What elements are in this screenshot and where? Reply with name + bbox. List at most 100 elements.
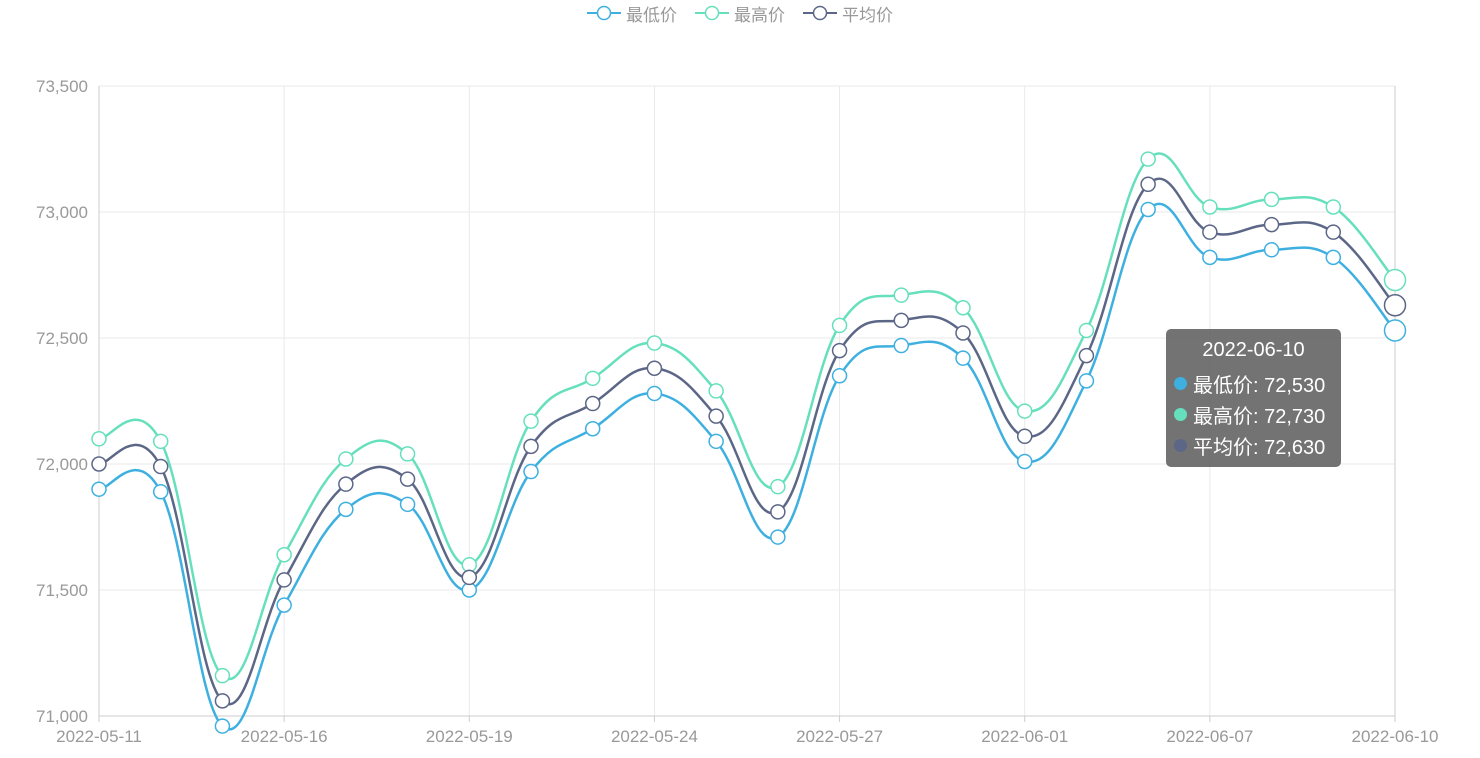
data-point-avg bbox=[1078, 347, 1095, 364]
data-point-min bbox=[1202, 249, 1218, 266]
y-tick-label: 72,000 bbox=[36, 455, 88, 474]
data-point-min bbox=[523, 463, 539, 480]
data-point-max bbox=[1140, 151, 1156, 167]
data-point-avg bbox=[523, 438, 539, 455]
legend-max-icon bbox=[695, 5, 729, 21]
data-point-min bbox=[955, 350, 971, 366]
data-point-avg bbox=[461, 569, 478, 586]
data-point-max bbox=[338, 451, 354, 467]
data-point-avg bbox=[214, 693, 231, 709]
tooltip-value-max: 最高价: 72,730 bbox=[1193, 406, 1326, 428]
data-point-avg bbox=[584, 395, 601, 412]
x-tick-label: 2022-05-24 bbox=[611, 727, 698, 746]
x-tick-label: 2022-05-16 bbox=[241, 727, 328, 746]
legend-label-min: 最低价 bbox=[626, 5, 677, 25]
legend-min-icon bbox=[587, 5, 621, 21]
tooltip: 2022-06-10 最低价: 72,530 最高价: 72,730 平均价: … bbox=[1166, 329, 1341, 467]
tooltip-value-min: 最低价: 72,530 bbox=[1193, 375, 1326, 397]
data-point-avg bbox=[1263, 216, 1280, 233]
data-point-avg bbox=[1016, 428, 1033, 445]
tooltip-dot-min bbox=[1174, 377, 1187, 390]
data-point-min bbox=[1140, 201, 1156, 218]
data-point-max bbox=[276, 546, 292, 563]
tooltip-dot-avg bbox=[1174, 439, 1187, 452]
data-point-min bbox=[1016, 453, 1033, 470]
data-point-avg bbox=[1202, 224, 1218, 240]
data-point-max bbox=[708, 383, 724, 399]
data-point-min bbox=[831, 368, 848, 384]
data-point-max bbox=[893, 287, 910, 303]
legend-item-max[interactable]: 最高价 bbox=[695, 1, 785, 26]
data-point-min bbox=[91, 481, 107, 497]
data-point-min bbox=[214, 718, 231, 734]
axes: 71,000 71,500 72,000 72,500 73,000 73,500 2022… bbox=[36, 77, 1438, 746]
data-point-avg bbox=[152, 458, 169, 475]
data-point-min bbox=[1383, 319, 1407, 342]
data-point-avg bbox=[338, 476, 354, 492]
legend-avg-icon bbox=[803, 5, 837, 21]
legend-label-avg: 平均价 bbox=[842, 5, 893, 25]
x-tick-label: 2022-06-10 bbox=[1352, 727, 1439, 746]
data-point-avg bbox=[1140, 176, 1156, 193]
tooltip-title: 2022-06-10 bbox=[1202, 339, 1305, 361]
data-point-avg bbox=[1383, 293, 1407, 317]
data-point-max bbox=[1016, 403, 1033, 419]
data-point-min bbox=[152, 483, 169, 500]
data-point-min bbox=[338, 501, 354, 518]
data-point-max bbox=[1325, 199, 1342, 215]
x-tick-label: 2022-05-11 bbox=[56, 727, 142, 746]
data-point-max bbox=[523, 413, 539, 429]
y-tick-label: 71,000 bbox=[36, 707, 88, 726]
data-point-max bbox=[152, 433, 169, 450]
data-point-min bbox=[276, 597, 292, 613]
grid bbox=[99, 85, 1395, 716]
data-point-max bbox=[770, 478, 786, 495]
data-point-max bbox=[1078, 322, 1095, 339]
data-point-max bbox=[831, 317, 848, 334]
x-tick-label: 2022-06-07 bbox=[1166, 727, 1253, 746]
data-point-avg bbox=[831, 342, 848, 359]
data-point-min bbox=[770, 529, 786, 545]
data-point-avg bbox=[770, 504, 786, 520]
y-tick-label: 73,000 bbox=[36, 203, 88, 222]
legend: 最低价 最高价 平均价 bbox=[0, 0, 1480, 26]
data-points bbox=[91, 151, 1407, 734]
tooltip-dot-max bbox=[1174, 408, 1187, 421]
data-point-avg bbox=[646, 360, 663, 376]
y-tick-label: 73,500 bbox=[36, 77, 88, 96]
tooltip-row-avg: 平均价: 72,630 bbox=[1174, 430, 1333, 461]
data-point-min bbox=[708, 433, 724, 450]
tooltip-row-max: 最高价: 72,730 bbox=[1174, 399, 1333, 430]
data-point-max bbox=[1263, 191, 1280, 208]
data-point-max bbox=[646, 335, 663, 351]
legend-item-min[interactable]: 最低价 bbox=[587, 1, 677, 26]
data-point-avg bbox=[276, 572, 292, 588]
data-point-min bbox=[1325, 249, 1342, 266]
x-tick-label: 2022-05-27 bbox=[796, 727, 883, 746]
tooltip-value-avg: 平均价: 72,630 bbox=[1193, 437, 1326, 459]
data-point-max bbox=[399, 446, 416, 462]
data-point-avg bbox=[399, 471, 416, 487]
y-tick-label: 71,500 bbox=[36, 581, 88, 600]
x-tick-label: 2022-05-19 bbox=[426, 727, 513, 746]
data-point-max bbox=[955, 300, 971, 316]
data-point-avg bbox=[1325, 224, 1342, 240]
data-point-max bbox=[584, 370, 601, 387]
data-point-max bbox=[91, 431, 107, 447]
legend-label-max: 最高价 bbox=[734, 5, 785, 25]
legend-item-avg[interactable]: 平均价 bbox=[803, 1, 893, 26]
data-point-avg bbox=[91, 456, 107, 472]
data-point-min bbox=[893, 337, 910, 354]
data-point-min bbox=[646, 385, 663, 402]
data-point-avg bbox=[893, 312, 910, 329]
data-point-min bbox=[584, 420, 601, 437]
data-point-min bbox=[1078, 373, 1095, 389]
y-tick-label: 72,500 bbox=[36, 329, 88, 348]
data-point-avg bbox=[955, 325, 971, 341]
data-point-max bbox=[1202, 199, 1218, 215]
data-point-max bbox=[1383, 268, 1407, 292]
x-tick-label: 2022-06-01 bbox=[981, 727, 1068, 746]
tooltip-row-min: 最低价: 72,530 bbox=[1174, 368, 1333, 399]
data-point-max bbox=[214, 667, 231, 684]
